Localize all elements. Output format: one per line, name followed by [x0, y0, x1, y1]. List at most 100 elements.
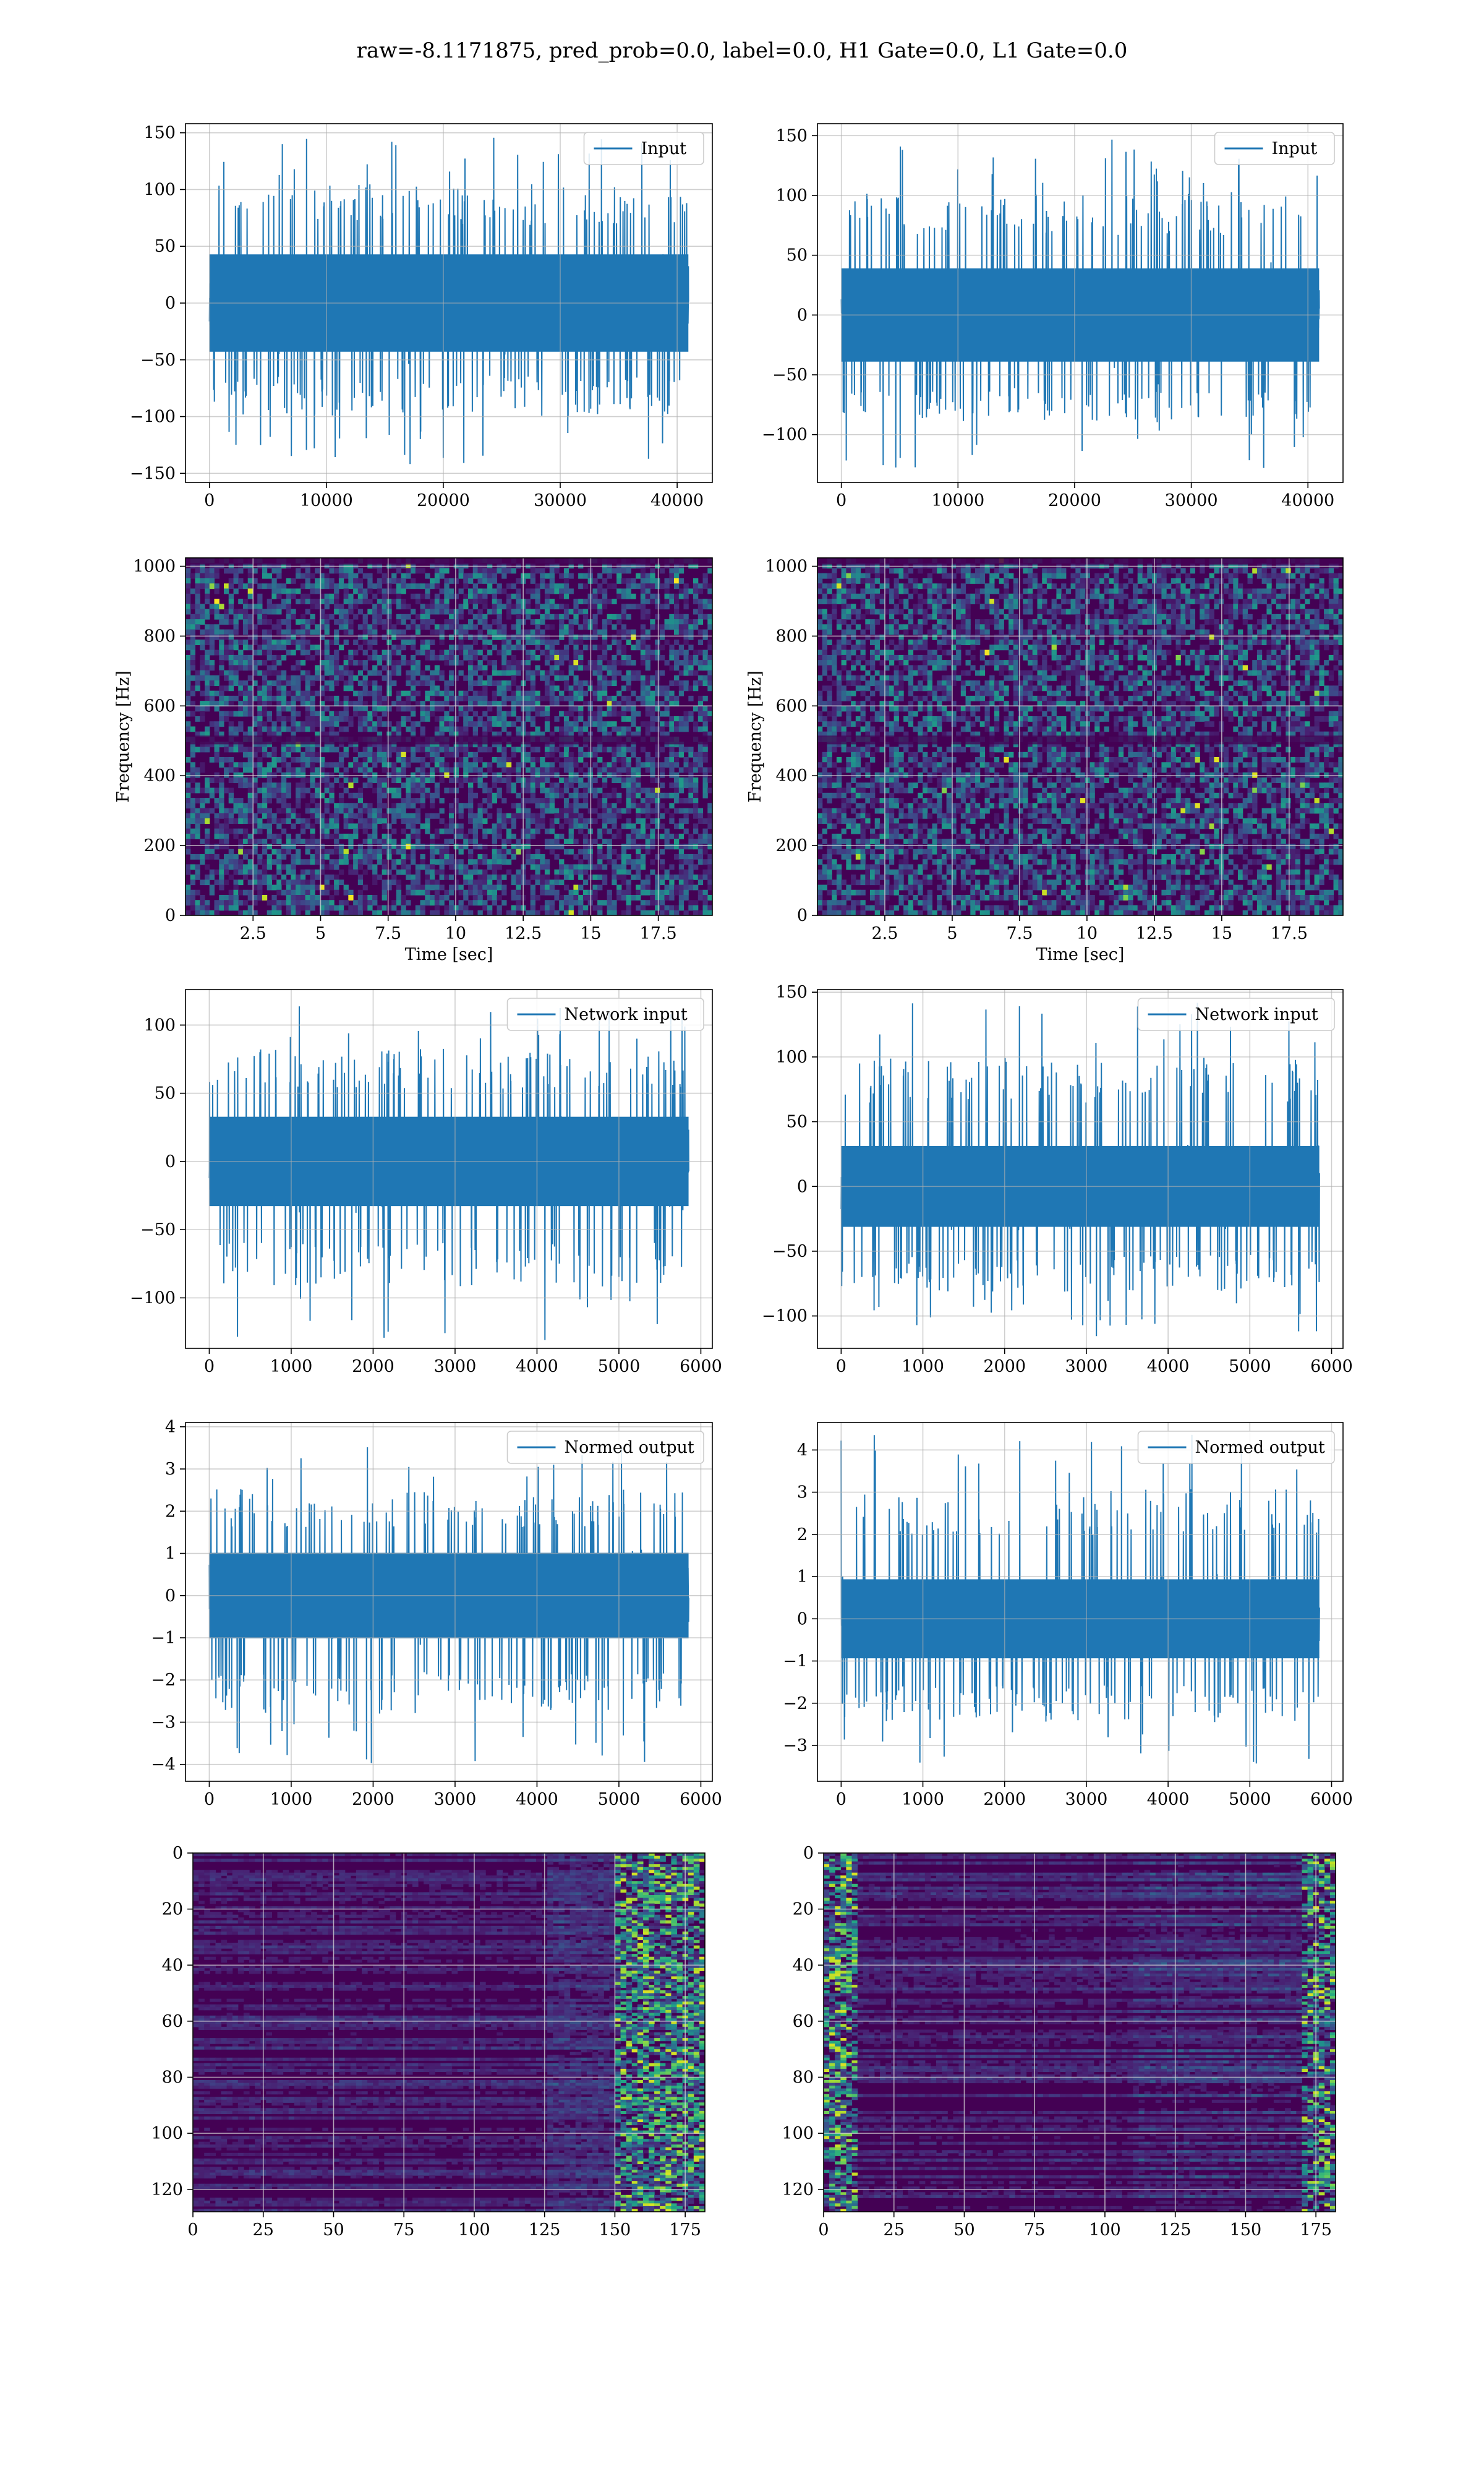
heatmap-cell: [324, 818, 330, 824]
heatmap-cell: [233, 654, 239, 661]
heatmap-cell: [291, 880, 296, 886]
heatmap-cell: [377, 619, 383, 625]
heatmap-cell: [411, 731, 416, 737]
heatmap-cell: [506, 818, 512, 824]
heatmap-cell: [482, 828, 488, 834]
heatmap-cell: [688, 629, 694, 635]
heatmap-cell: [650, 624, 655, 630]
heatmap-cell: [453, 731, 459, 737]
heatmap-cell: [497, 792, 502, 798]
heatmap-cell: [530, 619, 535, 625]
heatmap-cell: [382, 675, 387, 681]
heatmap-cell: [262, 880, 268, 886]
heatmap-cell: [492, 889, 497, 896]
heatmap-cell: [281, 798, 287, 803]
heatmap-cell: [612, 792, 617, 798]
heatmap-cell: [382, 869, 387, 875]
heatmap-cell: [511, 833, 516, 839]
heatmap-cell: [693, 798, 699, 803]
heatmap-cell: [219, 905, 224, 911]
heatmap-cell: [382, 844, 387, 850]
heatmap-cell: [568, 803, 574, 809]
heatmap-cell: [271, 900, 277, 906]
heatmap-cell: [228, 604, 234, 610]
heatmap-cell: [305, 716, 310, 722]
heatmap-cell: [497, 649, 502, 656]
heatmap-cell: [697, 762, 704, 768]
heatmap-cell: [247, 644, 253, 651]
heatmap-cell: [655, 640, 660, 645]
heatmap-cell: [453, 701, 459, 707]
heatmap-cell: [214, 583, 220, 589]
heatmap-cell: [338, 624, 344, 630]
heatmap-cell: [296, 884, 301, 891]
heatmap-cell: [453, 675, 459, 681]
heatmap-cell: [296, 665, 301, 671]
heatmap-cell: [262, 614, 268, 620]
heatmap-cell: [487, 910, 493, 915]
heatmap-cell: [396, 695, 402, 701]
heatmap-cell: [247, 695, 253, 701]
heatmap-cell: [636, 772, 641, 778]
heatmap-cell: [281, 787, 287, 794]
heatmap-cell: [506, 910, 512, 915]
heatmap-cell: [286, 833, 291, 839]
heatmap-cell: [626, 869, 631, 875]
heatmap-cell: [449, 767, 454, 773]
heatmap-cell: [286, 604, 291, 610]
heatmap-cell: [233, 762, 239, 768]
heatmap-cell: [267, 777, 272, 783]
heatmap-cell: [563, 757, 569, 763]
heatmap-cell: [324, 910, 330, 915]
heatmap-cell: [463, 880, 469, 886]
x-tick-label: 10: [445, 924, 466, 943]
heatmap-cell: [674, 726, 680, 732]
heatmap-cell: [200, 654, 205, 661]
heatmap-cell: [554, 665, 560, 671]
heatmap-cell: [386, 854, 392, 860]
heatmap-cell: [453, 828, 459, 834]
heatmap-cell: [238, 869, 244, 875]
heatmap-cell: [693, 649, 699, 656]
heatmap-cell: [372, 649, 378, 656]
heatmap-cell: [497, 777, 502, 783]
heatmap-cell: [669, 874, 675, 880]
heatmap-cell: [425, 762, 430, 768]
heatmap-cell: [688, 588, 694, 594]
heatmap-cell: [463, 757, 469, 763]
heatmap-cell: [697, 716, 704, 722]
heatmap-cell: [315, 624, 320, 630]
heatmap-cell: [578, 665, 584, 671]
heatmap-cell: [377, 808, 383, 814]
heatmap-cell: [612, 726, 617, 732]
heatmap-cell: [291, 721, 296, 727]
heatmap-cell: [353, 792, 359, 798]
heatmap-cell: [492, 731, 497, 737]
heatmap-cell: [592, 777, 598, 783]
heatmap-cell: [664, 731, 670, 737]
heatmap-cell: [401, 900, 406, 906]
heatmap-cell: [645, 767, 650, 773]
heatmap-cell: [693, 578, 699, 584]
heatmap-cell: [291, 757, 296, 763]
heatmap-cell: [186, 792, 191, 798]
heatmap-cell: [362, 629, 368, 635]
heatmap-cell: [372, 874, 378, 880]
heatmap-cell: [612, 751, 617, 758]
heatmap-cell: [224, 654, 229, 661]
heatmap-cell: [276, 573, 282, 579]
heatmap-cell: [190, 644, 195, 651]
heatmap-cell: [468, 742, 474, 748]
heatmap-cell: [636, 711, 641, 717]
heatmap-cell: [252, 884, 258, 891]
x-tick-label: 20000: [1048, 491, 1101, 510]
heatmap-cell: [664, 578, 670, 584]
heatmap-cell: [372, 757, 378, 763]
heatmap-cell: [683, 782, 689, 789]
heatmap-cell: [300, 828, 306, 834]
heatmap-cell: [271, 644, 277, 651]
heatmap-cell: [702, 629, 708, 635]
heatmap-cell: [319, 721, 325, 727]
heatmap-cell: [597, 695, 603, 701]
heatmap-cell: [411, 889, 416, 896]
